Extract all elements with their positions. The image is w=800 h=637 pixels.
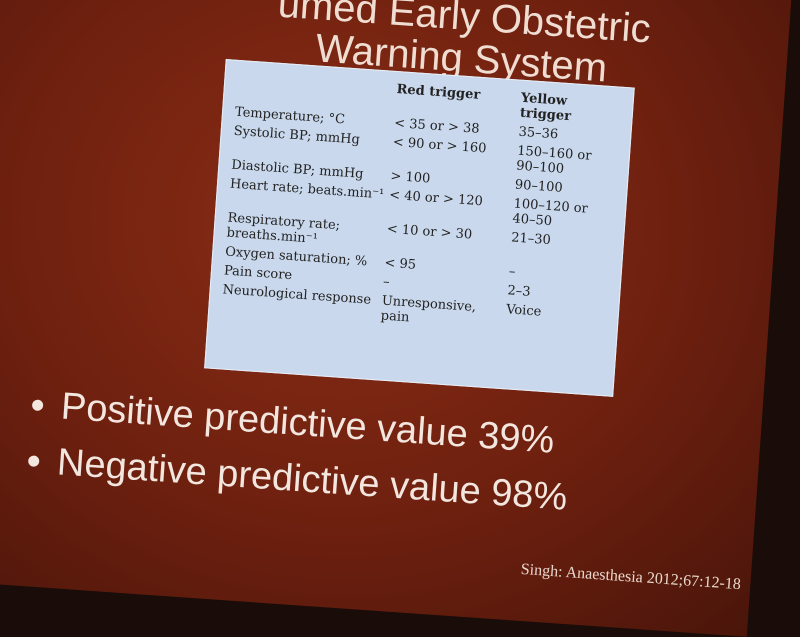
page: umed Early Obstetric Warning System Red t…: [0, 0, 800, 600]
red-trigger-cell: < 40 or > 120: [388, 187, 484, 210]
citation: Singh: Anaesthesia 2012;67:12-18: [520, 560, 742, 594]
yellow-trigger-cell: 35–36: [518, 124, 559, 143]
bullet-list: Positive predictive value 39%Negative pr…: [25, 376, 573, 525]
red-trigger-cell: < 90 or > 160: [392, 134, 487, 157]
yellow-trigger-cell: 2–3: [506, 283, 532, 300]
trigger-table: Red trigger Yellow trigger Temperature; °C…: [204, 59, 635, 397]
yellow-trigger-cell: Voice: [505, 302, 542, 320]
header-cell: Yellow trigger: [519, 90, 572, 125]
yellow-trigger-cell: 150–160 or 90–100: [515, 143, 592, 177]
yellow-trigger-cell: 90–100: [514, 177, 564, 196]
yellow-trigger-cell: 100–120 or 40–50: [512, 196, 589, 230]
yellow-trigger-cell: –: [508, 264, 516, 280]
yellow-trigger-cell: 21–30: [510, 230, 552, 249]
red-trigger-cell: Unresponsive, pain: [380, 293, 477, 326]
parameter-cell: Neurological response: [222, 282, 372, 308]
header-cell: Red trigger: [396, 82, 481, 103]
red-trigger-cell: < 10 or > 30: [386, 221, 473, 243]
